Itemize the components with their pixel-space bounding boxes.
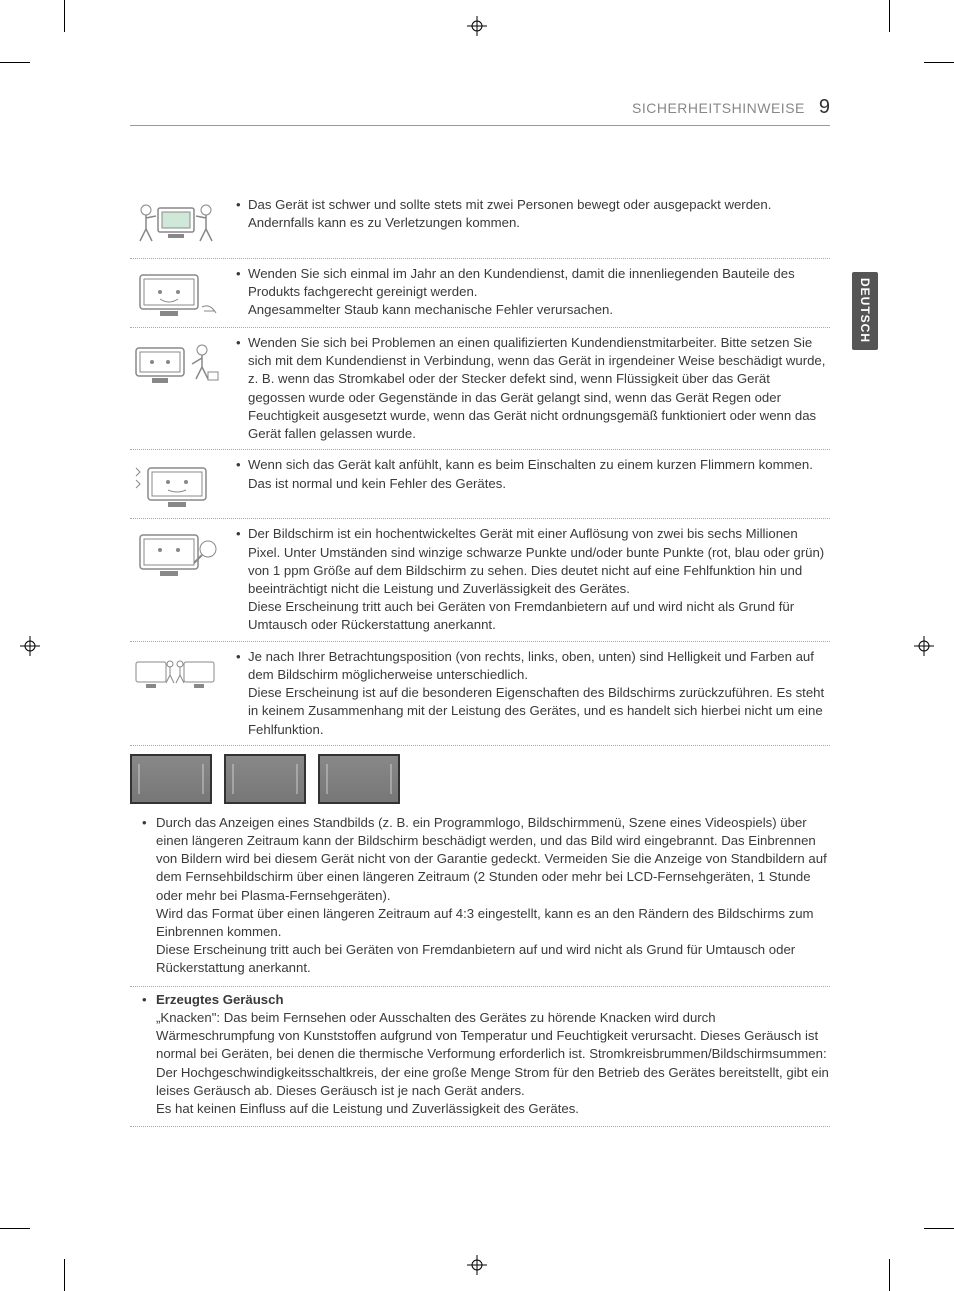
- language-label: DEUTSCH: [858, 278, 872, 343]
- burn-in-section: Durch das Anzeigen eines Standbilds (z. …: [130, 810, 830, 987]
- page-number: 9: [819, 96, 830, 119]
- screen-thumbnail-icon: [130, 754, 212, 804]
- safety-row: Je nach Ihrer Betrachtungsposition (von …: [130, 642, 830, 746]
- crop-mark: [0, 1228, 30, 1229]
- screen-thumbnail-icon: [224, 754, 306, 804]
- noise-item: Erzeugtes Geräusch: [130, 991, 830, 1009]
- registration-mark-icon: [467, 1255, 487, 1275]
- safety-row: Wenn sich das Gerät kalt anfühlt, kann e…: [130, 450, 830, 519]
- language-tab: DEUTSCH: [852, 272, 878, 350]
- safety-row: Das Gerät ist schwer und sollte stets mi…: [130, 190, 830, 259]
- safety-text-cont: Diese Erscheinung ist auf die besonderen…: [236, 684, 830, 739]
- safety-text-cont: Angesammelter Staub kann mechanische Feh…: [236, 301, 830, 319]
- burn-in-text: Durch das Anzeigen eines Standbilds (z. …: [130, 814, 830, 905]
- noise-section: Erzeugtes Geräusch „Knacken": Das beim F…: [130, 987, 830, 1128]
- crop-mark: [64, 1259, 65, 1291]
- screen-thumbnail-icon: [318, 754, 400, 804]
- two-people-carry-icon: [130, 198, 222, 252]
- burn-in-cont1: Wird das Format über einen längeren Zeit…: [130, 905, 830, 941]
- safety-text: Das Gerät ist schwer und sollte stets mi…: [236, 196, 830, 214]
- noise-body: „Knacken": Das beim Fernsehen oder Aussc…: [130, 1009, 830, 1100]
- safety-text-cont: Andernfalls kann es zu Verletzungen komm…: [236, 214, 830, 232]
- tv-cold-icon: [130, 458, 222, 512]
- safety-text: Wenn sich das Gerät kalt anfühlt, kann e…: [236, 456, 830, 492]
- burn-in-cont2: Diese Erscheinung tritt auch bei Geräten…: [130, 941, 830, 977]
- page-header: SICHERHEITSHINWEISE 9: [130, 96, 830, 126]
- safety-row: Wenden Sie sich bei Problemen an einen q…: [130, 328, 830, 450]
- registration-mark-icon: [467, 16, 487, 36]
- registration-mark-icon: [914, 636, 934, 656]
- tv-technician-icon: [130, 336, 222, 390]
- safety-text: Wenden Sie sich bei Problemen an einen q…: [236, 334, 830, 443]
- tv-pixel-icon: [130, 527, 222, 581]
- safety-text: Der Bildschirm ist ein hochentwickeltes …: [236, 525, 830, 598]
- burn-in-thumbnails: [130, 746, 830, 810]
- crop-mark: [924, 62, 954, 63]
- crop-mark: [64, 0, 65, 32]
- safety-row: Wenden Sie sich einmal im Jahr an den Ku…: [130, 259, 830, 328]
- safety-row: Der Bildschirm ist ein hochentwickeltes …: [130, 519, 830, 641]
- safety-text: Je nach Ihrer Betrachtungsposition (von …: [236, 648, 830, 684]
- tv-viewing-angle-icon: [130, 650, 222, 704]
- safety-text-cont: Diese Erscheinung tritt auch bei Geräten…: [236, 598, 830, 634]
- noise-title: Erzeugtes Geräusch: [156, 992, 284, 1007]
- crop-mark: [924, 1228, 954, 1229]
- section-title: SICHERHEITSHINWEISE: [632, 100, 805, 116]
- noise-cont: Es hat keinen Einfluss auf die Leistung …: [130, 1100, 830, 1118]
- registration-mark-icon: [20, 636, 40, 656]
- page-content: SICHERHEITSHINWEISE 9 DEUTSCH Das Gerät …: [130, 96, 830, 1127]
- safety-text: Wenden Sie sich einmal im Jahr an den Ku…: [236, 265, 830, 301]
- crop-mark: [889, 0, 890, 32]
- crop-mark: [0, 62, 30, 63]
- crop-mark: [889, 1259, 890, 1291]
- tv-cleaning-icon: [130, 267, 222, 321]
